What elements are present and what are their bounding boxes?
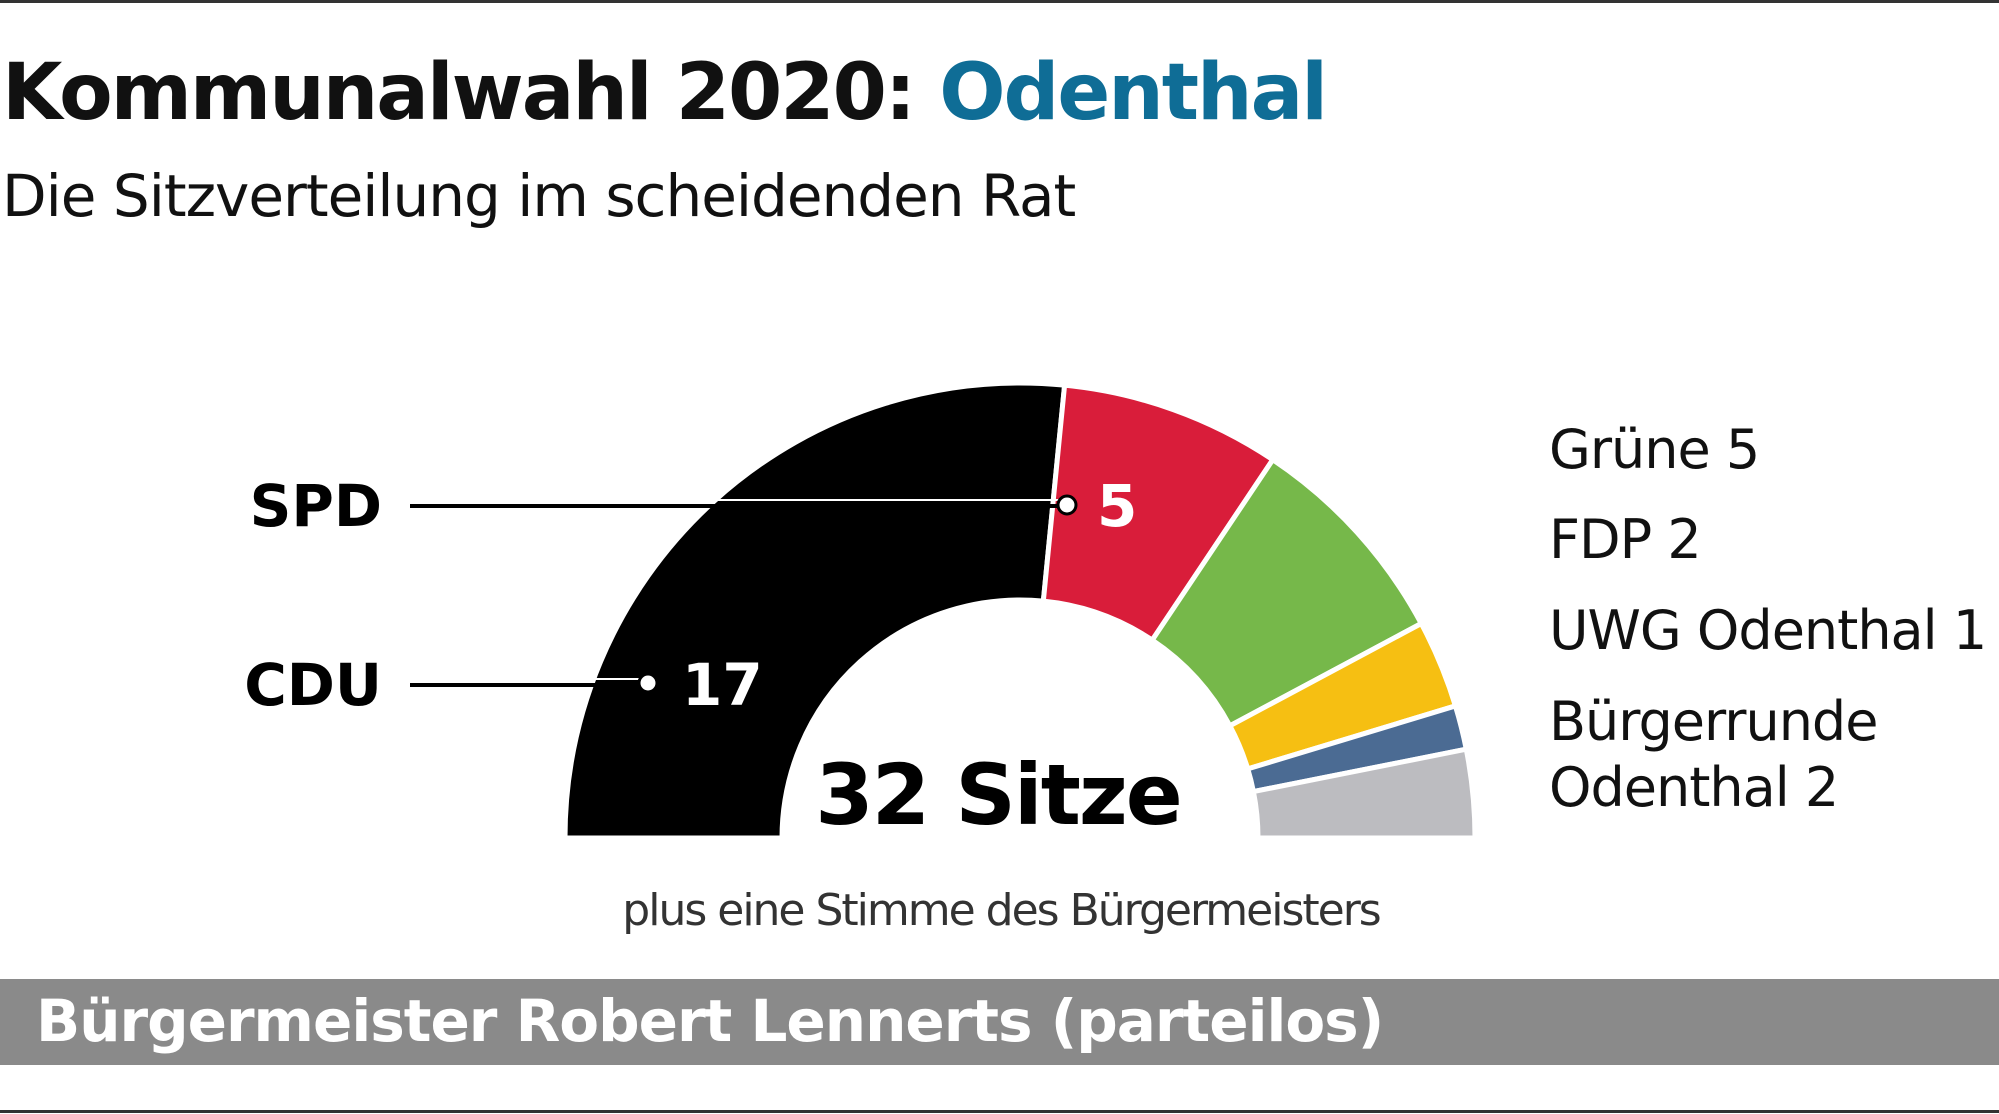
title-main: Kommunalwahl 2020: — [2, 48, 916, 138]
slice-cdu — [562, 380, 1068, 841]
mayor-banner: Bürgermeister Robert Lennerts (parteilos… — [0, 979, 1999, 1065]
slice-bürgerrunde-odenthal — [1250, 746, 1478, 841]
bottom-border — [0, 1110, 1999, 1113]
legend-item-buergerrunde-line2: Odenthal 2 — [1549, 756, 1838, 819]
mayor-vote-note: plus eine Stimme des Bürgermeisters — [622, 885, 1379, 936]
title-place: Odenthal — [939, 48, 1328, 138]
chart-title: Kommunalwahl 2020: Odenthal — [2, 48, 1328, 138]
spd-callout-dot — [1056, 494, 1078, 516]
cdu-value-label: 17 — [682, 651, 763, 719]
legend-item-buergerrunde-line1: Bürgerrunde — [1549, 690, 1877, 753]
total-seats-label: 32 Sitze — [815, 746, 1180, 844]
cdu-callout-dot — [637, 672, 659, 694]
mayor-banner-text: Bürgermeister Robert Lennerts (parteilos… — [36, 987, 1384, 1055]
legend-item-fdp: FDP 2 — [1549, 508, 1701, 571]
legend-item-gruene: Grüne 5 — [1549, 418, 1759, 481]
top-border — [0, 0, 1999, 3]
spd-value-label: 5 — [1097, 472, 1137, 540]
cdu-label: CDU — [244, 651, 382, 719]
spd-label: SPD — [250, 472, 382, 540]
legend-item-uwg: UWG Odenthal 1 — [1549, 599, 1986, 662]
chart-subtitle: Die Sitzverteilung im scheidenden Rat — [2, 162, 1076, 230]
